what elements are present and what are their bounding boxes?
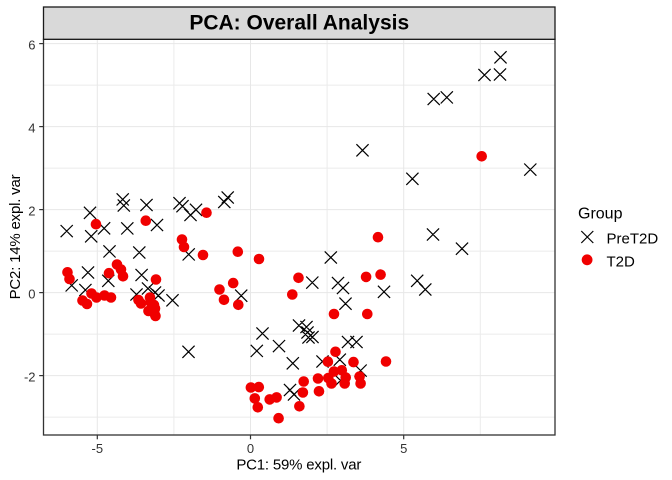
svg-text:0: 0 xyxy=(28,287,35,302)
svg-text:PCA: Overall Analysis: PCA: Overall Analysis xyxy=(189,11,409,34)
svg-text:2: 2 xyxy=(28,204,35,219)
svg-text:Group: Group xyxy=(578,205,623,222)
svg-text:5: 5 xyxy=(400,441,407,456)
svg-text:4: 4 xyxy=(28,121,35,136)
svg-text:PC1: 59% expl. var: PC1: 59% expl. var xyxy=(236,457,361,474)
svg-text:-2: -2 xyxy=(24,370,36,385)
svg-text:PC2: 14% expl. var: PC2: 14% expl. var xyxy=(7,174,24,299)
svg-text:6: 6 xyxy=(28,38,35,53)
svg-text:T2D: T2D xyxy=(607,253,636,270)
svg-text:-5: -5 xyxy=(92,441,104,456)
svg-text:0: 0 xyxy=(247,441,254,456)
svg-text:PreT2D: PreT2D xyxy=(607,231,659,248)
